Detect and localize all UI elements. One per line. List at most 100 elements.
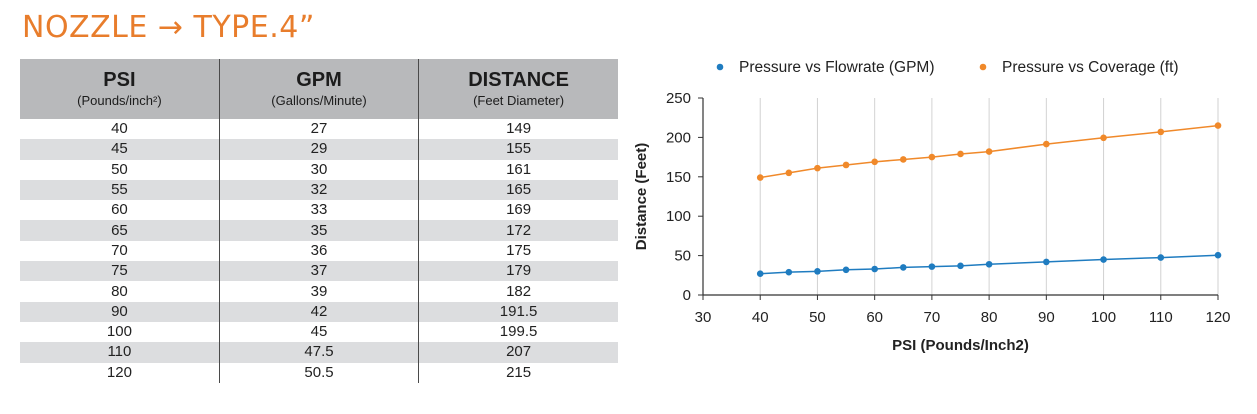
data-point	[985, 260, 993, 268]
x-tick-label: 50	[809, 309, 826, 326]
cell-psi: 40	[20, 119, 220, 140]
table-header-row: PSI (Pounds/inch²) GPM (Gallons/Minute) …	[20, 59, 618, 119]
cell-psi: 45	[20, 139, 220, 160]
chart-svg: 0 50 100 150 200 250 30 40 50 60 70 80 90 100 110 120 PS…	[633, 59, 1231, 354]
cell-distance: 199.5	[418, 321, 618, 343]
x-tick-label: 30	[695, 309, 712, 326]
data-point	[1157, 254, 1165, 261]
y-tick-label: 250	[666, 90, 691, 107]
data-point	[985, 148, 993, 155]
cell-psi: 55	[20, 179, 220, 201]
cell-distance: 155	[418, 139, 618, 160]
x-tick-label: 40	[752, 309, 769, 326]
y-tick-label: 50	[674, 248, 691, 265]
table-row: 75 37 179	[20, 261, 618, 282]
data-point	[899, 264, 907, 271]
chart: 0 50 100 150 200 250 30 40 50 60 70 80 90 100 110 120 PS…	[625, 50, 1255, 380]
cell-gpm: 47.5	[218, 342, 419, 363]
data-point	[785, 268, 793, 276]
header-label: GPM	[296, 69, 342, 91]
cell-gpm: 29	[218, 139, 419, 160]
cell-psi: 110	[20, 342, 220, 363]
page-title: NOZZLE → TYPE.4”	[22, 10, 315, 45]
header-sublabel: (Pounds/inch²)	[77, 93, 162, 108]
y-tick-label: 150	[666, 169, 691, 186]
data-point	[871, 158, 878, 166]
y-tick-label: 100	[666, 208, 691, 225]
x-axis-label: PSI (Pounds/Inch2)	[892, 337, 1029, 354]
cell-gpm: 36	[218, 240, 419, 262]
cell-psi: 100	[20, 321, 220, 343]
data-point	[957, 262, 964, 270]
data-point	[899, 156, 907, 163]
x-tick-label: 100	[1091, 309, 1116, 326]
cell-gpm: 35	[218, 220, 419, 241]
legend-marker	[716, 63, 724, 71]
series-1	[756, 122, 1222, 181]
x-tick-label: 90	[1038, 309, 1055, 326]
legend-marker	[979, 63, 987, 71]
data-point	[1043, 258, 1050, 266]
cell-psi: 65	[20, 220, 220, 241]
cell-psi: 50	[20, 159, 220, 180]
cell-gpm: 37	[218, 261, 419, 282]
table-row: 55 32 165	[20, 179, 618, 201]
cell-psi: 75	[20, 261, 220, 282]
data-point	[785, 169, 793, 177]
cell-distance: 172	[418, 220, 618, 241]
table-row: 90 42 191.5	[20, 301, 618, 322]
table-row: 100 45 199.5	[20, 321, 618, 343]
data-point	[1043, 140, 1050, 148]
table-row: 110 47.5 207	[20, 342, 618, 363]
data-point	[928, 263, 936, 270]
data-point	[1157, 128, 1165, 136]
data-point	[756, 174, 764, 181]
cell-distance: 149	[418, 119, 618, 140]
data-point	[1100, 134, 1107, 142]
x-tick-label: 110	[1149, 309, 1173, 326]
cell-psi: 120	[20, 362, 220, 383]
cell-distance: 179	[418, 261, 618, 282]
header-sublabel: (Gallons/Minute)	[271, 93, 367, 108]
x-tick-label: 120	[1205, 309, 1230, 326]
data-point	[957, 150, 964, 158]
table-row: 80 39 182	[20, 281, 618, 302]
cell-distance: 169	[418, 200, 618, 221]
spec-table: PSI (Pounds/inch²) GPM (Gallons/Minute) …	[20, 59, 618, 383]
header-psi: PSI (Pounds/inch²)	[20, 59, 220, 119]
table-row: 60 33 169	[20, 200, 618, 221]
cell-distance: 207	[418, 342, 618, 363]
data-point	[1214, 122, 1222, 129]
data-point	[842, 161, 850, 169]
header-label: PSI	[103, 69, 136, 91]
cell-gpm: 42	[218, 301, 419, 322]
data-point	[1100, 256, 1107, 263]
cell-psi: 60	[20, 200, 220, 221]
table-row: 50 30 161	[20, 159, 618, 180]
cell-gpm: 32	[218, 179, 419, 201]
cell-gpm: 39	[218, 281, 419, 302]
header-distance: DISTANCE (Feet Diameter)	[418, 59, 618, 119]
legend-label: Pressure vs Coverage (ft)	[1002, 59, 1179, 76]
data-point	[814, 164, 821, 172]
y-tick-label: 0	[683, 287, 691, 304]
cell-psi: 90	[20, 301, 220, 322]
y-tick-label: 200	[666, 129, 691, 146]
x-tick-label: 70	[924, 309, 941, 326]
cell-psi: 80	[20, 281, 220, 302]
x-tick-label: 60	[866, 309, 883, 326]
cell-gpm: 45	[218, 321, 419, 343]
cell-psi: 70	[20, 240, 220, 262]
y-axis-label: Distance (Feet)	[633, 143, 650, 251]
data-point	[928, 153, 936, 161]
header-gpm: GPM (Gallons/Minute)	[218, 59, 419, 119]
data-point	[842, 266, 850, 274]
cell-distance: 175	[418, 240, 618, 262]
data-point	[756, 270, 764, 278]
cell-distance: 191.5	[418, 301, 618, 322]
header-sublabel: (Feet Diameter)	[473, 93, 565, 108]
cell-distance: 165	[418, 179, 618, 201]
cell-distance: 182	[418, 281, 618, 302]
x-tick-label: 80	[981, 309, 998, 326]
cell-distance: 161	[418, 159, 618, 180]
